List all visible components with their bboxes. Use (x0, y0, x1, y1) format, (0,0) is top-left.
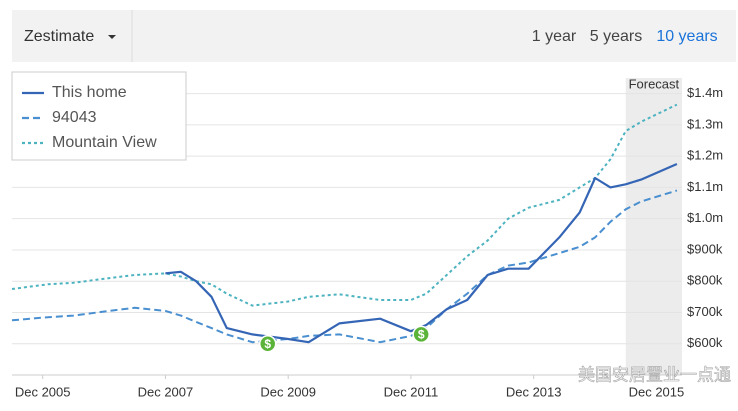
y-tick-label: $800k (687, 273, 723, 288)
y-tick-label: $600k (687, 335, 723, 350)
sale-marker-label: $ (264, 337, 271, 351)
forecast-label: Forecast (629, 76, 680, 91)
y-tick-label: $1.3m (687, 116, 723, 131)
range-button[interactable]: 10 years (656, 28, 717, 45)
y-tick-label: $700k (687, 304, 723, 319)
forecast-region (625, 78, 682, 375)
series-line (11, 189, 678, 344)
series-line (11, 103, 678, 307)
legend-box (11, 71, 187, 161)
x-tick-label: Dec 2007 (138, 384, 194, 399)
dropdown-label[interactable]: Zestimate (24, 28, 94, 45)
y-tick-label: $1.4m (687, 85, 723, 100)
x-tick-label: Dec 2011 (384, 384, 439, 399)
watermark: 美国安居置业一点通 (578, 365, 731, 384)
legend-label: Mountain View (52, 134, 157, 151)
sale-marker[interactable] (258, 334, 277, 353)
y-tick-label: $1.2m (687, 148, 723, 163)
legend-label: 94043 (52, 109, 97, 126)
y-tick-label: $1.0m (687, 210, 723, 225)
dropdown[interactable]: Zestimate (24, 28, 116, 45)
x-tick-label: Dec 2009 (260, 384, 316, 399)
sale-marker-label: $ (418, 328, 425, 342)
range-button[interactable]: 5 years (590, 28, 642, 45)
y-tick-label: $900k (687, 241, 723, 256)
legend: This home 94043 Mountain View (11, 71, 187, 161)
dropdown-caret (108, 35, 116, 39)
range-button[interactable]: 1 year (532, 28, 577, 45)
x-tick-label: Dec 2005 (15, 384, 71, 399)
x-tick-label: Dec 2015 (629, 384, 685, 399)
legend-label: This home (52, 84, 127, 101)
toolbar (12, 10, 736, 62)
sale-marker[interactable] (412, 325, 430, 344)
x-tick-label: Dec 2013 (506, 384, 562, 399)
y-tick-label: $1.1m (687, 179, 723, 194)
series-line (165, 162, 678, 344)
